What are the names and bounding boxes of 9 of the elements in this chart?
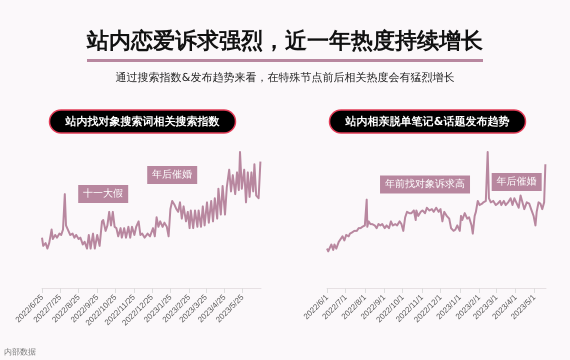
annotation: 十一大假 — [83, 188, 124, 200]
annotation: 年后催婚 — [496, 176, 537, 188]
text: 通过搜索指数&发布趋势来看，在特殊节点前后相关热度会有猛烈增长 — [114, 70, 456, 85]
text: 站内恋爱诉求强烈，近一年热度持续增长 — [87, 26, 483, 62]
text: 内部数据 — [4, 348, 36, 356]
annotation: 年后催婚 — [152, 168, 192, 180]
annotation: 年前找对象诉求高 — [385, 178, 466, 190]
chart-title: 站内找对象搜索词相关搜索指数 — [64, 115, 220, 128]
chart-title: 站内相亲脱单笔记&话题发布趋势 — [344, 115, 510, 128]
